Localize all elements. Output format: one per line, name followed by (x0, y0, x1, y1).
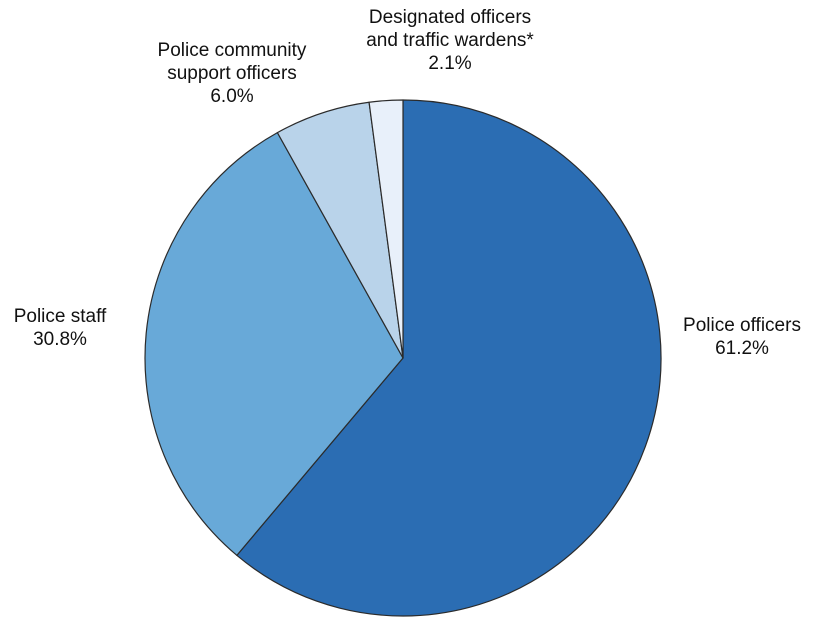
slice-label-pcso: Police community support officers 6.0% (158, 40, 307, 107)
slice-name-label: Designated officers (369, 7, 531, 28)
slice-name-label: and traffic wardens* (366, 30, 534, 51)
pie-labels: Police officers 61.2%Police staff 30.8%Pol… (14, 7, 801, 359)
pie-slice-police-officers (236, 99, 662, 617)
slice-value-label: 61.2% (715, 338, 769, 359)
slice-name-label: support officers (167, 63, 297, 84)
slice-value-label: 2.1% (428, 53, 471, 74)
pie-slice-designated-officers (368, 99, 404, 359)
slice-name-label: Police staff (14, 306, 107, 327)
slice-name-label: Police community (158, 40, 307, 61)
slice-label-police-staff: Police staff 30.8% (14, 306, 107, 350)
slice-label-police-officers: Police officers 61.2% (683, 315, 801, 359)
slice-label-designated-officers: Designated officers and traffic wardens* 2… (366, 7, 534, 74)
slice-value-label: 30.8% (33, 329, 87, 350)
slice-value-label: 6.0% (210, 86, 253, 107)
pie-slices (144, 99, 662, 617)
slice-name-label: Police officers (683, 315, 801, 336)
pie-slice-police-staff (144, 132, 404, 556)
